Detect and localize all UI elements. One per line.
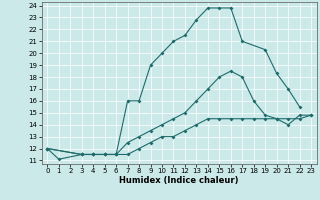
X-axis label: Humidex (Indice chaleur): Humidex (Indice chaleur) <box>119 176 239 185</box>
